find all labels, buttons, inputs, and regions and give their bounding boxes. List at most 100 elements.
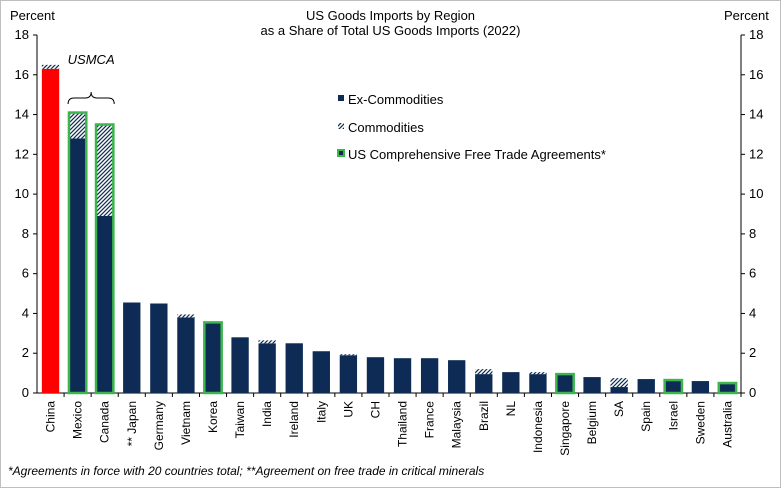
category-label: CH [368, 401, 382, 418]
y-axis-label-left: Percent [10, 8, 55, 23]
bar-ex-commodities [502, 372, 520, 393]
y-tick-label-left: 18 [15, 27, 29, 42]
bar-ex-commodities [231, 337, 249, 393]
y-tick-label-left: 4 [22, 305, 29, 320]
category-label: Italy [314, 401, 328, 423]
category-label: Canada [98, 401, 112, 443]
fta-outline [67, 111, 88, 395]
bar-ex-commodities [610, 387, 628, 393]
bar-ex-commodities [691, 381, 710, 393]
bar-ex-commodities [41, 68, 60, 394]
y-tick-label-left: 2 [22, 345, 29, 360]
category-label: Malaysia [450, 401, 464, 449]
category-label: Belgium [585, 401, 599, 444]
legend-swatch-ex-commodities [338, 95, 344, 101]
y-tick-label-right: 16 [749, 67, 763, 82]
legend-label: Ex-Commodities [348, 92, 444, 107]
bar-ex-commodities [285, 343, 303, 393]
bar-ex-commodities [150, 303, 168, 393]
category-label: Mexico [71, 401, 85, 439]
category-label: Sweden [693, 401, 707, 444]
bar-ex-commodities [96, 215, 114, 393]
bar-ex-commodities [664, 380, 682, 393]
bar-ex-commodities [475, 374, 493, 393]
legend-swatch-fta [337, 149, 345, 157]
bar-commodities [339, 354, 358, 356]
category-label: Australia [720, 401, 734, 448]
bar-commodities [529, 372, 547, 375]
bar-ex-commodities [366, 357, 385, 393]
category-label: Brazil [477, 401, 491, 431]
category-label: Thailand [396, 401, 410, 447]
fta-outline [663, 378, 684, 395]
y-tick-label-right: 6 [749, 266, 756, 281]
bar-ex-commodities [123, 302, 141, 393]
bar-ex-commodities [258, 343, 276, 393]
category-label: Vietnam [179, 401, 193, 445]
fta-outline [203, 321, 223, 395]
category-label: Germany [152, 401, 166, 450]
bar-ex-commodities [583, 377, 601, 393]
legend-label: Commodities [348, 120, 424, 135]
y-tick-label-left: 16 [15, 67, 29, 82]
legend-swatch-commodities [338, 123, 344, 129]
bar-ex-commodities [312, 351, 330, 393]
category-label: Singapore [558, 401, 572, 456]
fta-outline [717, 381, 738, 395]
bar-ex-commodities [339, 355, 358, 393]
bar-ex-commodities [718, 384, 737, 393]
category-label: Israel [666, 401, 680, 430]
y-tick-label-left: 10 [15, 186, 29, 201]
usmca-bracket [67, 91, 115, 105]
category-label: ** Japan [125, 401, 139, 446]
y-tick-label-right: 4 [749, 305, 756, 320]
y-tick-label-right: 8 [749, 226, 756, 241]
category-label: Korea [206, 401, 220, 433]
bar-ex-commodities [637, 379, 655, 393]
bar-commodities [68, 112, 87, 139]
category-label: Taiwan [233, 401, 247, 438]
category-label: China [44, 401, 58, 433]
category-label: Indonesia [531, 401, 545, 453]
category-label: Spain [639, 401, 653, 432]
category-label: Ireland [287, 401, 301, 438]
y-tick-label-right: 2 [749, 345, 756, 360]
bar-ex-commodities [177, 317, 195, 393]
y-tick-label-right: 14 [749, 107, 763, 122]
y-tick-label-right: 18 [749, 27, 763, 42]
y-axis-label-right: Percent [724, 8, 769, 23]
y-tick-label-left: 8 [22, 226, 29, 241]
fta-outline [94, 123, 115, 395]
chart-subtitle: as a Share of Total US Goods Imports (20… [260, 23, 521, 38]
bar-ex-commodities [529, 374, 547, 393]
chart-title: US Goods Imports by Region [305, 8, 476, 23]
category-label: UK [341, 401, 355, 418]
y-tick-label-left: 12 [15, 146, 29, 161]
category-label: NL [504, 401, 518, 417]
y-tick-label-left: 6 [22, 266, 29, 281]
y-tick-label-right: 10 [749, 186, 763, 201]
y-tick-label-right: 12 [749, 146, 763, 161]
bar-ex-commodities [556, 374, 574, 393]
fta-outline [555, 372, 575, 395]
usmca-label: USMCA [68, 52, 115, 67]
bar-commodities [475, 369, 493, 375]
bar-ex-commodities [68, 138, 87, 393]
bar-commodities [610, 378, 628, 388]
bar-commodities [96, 124, 114, 216]
bar-ex-commodities [420, 358, 439, 393]
footnote: *Agreements in force with 20 countries t… [8, 464, 485, 478]
legend-label: US Comprehensive Free Trade Agreements* [348, 147, 606, 162]
bar-ex-commodities [393, 358, 412, 393]
bar-commodities [41, 64, 60, 69]
y-tick-label-right: 0 [749, 385, 756, 400]
bar-ex-commodities [448, 360, 466, 393]
category-label: France [423, 401, 437, 439]
category-label: India [260, 401, 274, 427]
y-tick-label-left: 0 [22, 385, 29, 400]
bar-commodities [177, 314, 195, 318]
bar-ex-commodities [204, 322, 222, 393]
category-label: SA [612, 401, 626, 417]
y-tick-label-left: 14 [15, 107, 29, 122]
